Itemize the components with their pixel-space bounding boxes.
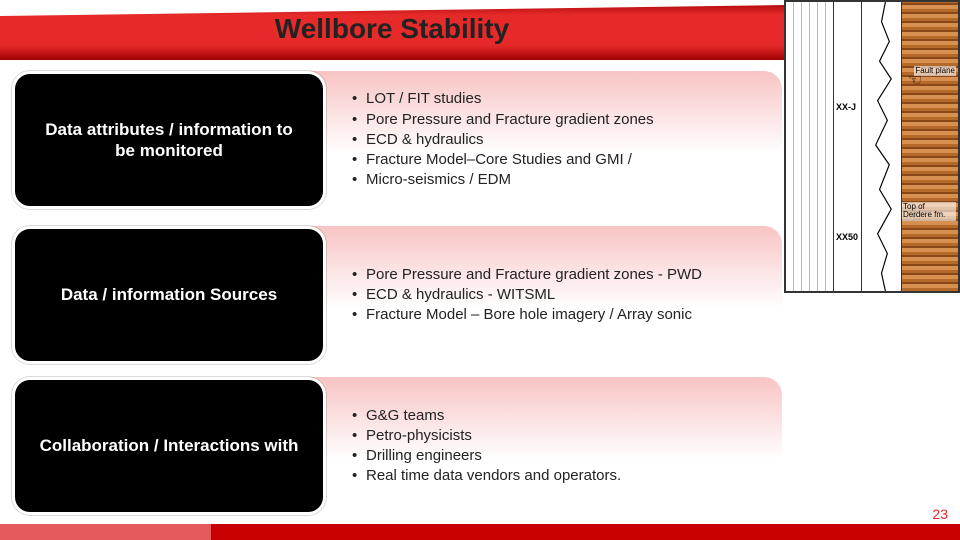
pill-label: Data / information Sources — [61, 284, 277, 305]
row-data-sources: Data / information Sources Pore Pressure… — [12, 226, 782, 364]
bullets-data-sources: Pore Pressure and Fracture gradient zone… — [352, 226, 702, 364]
bullet-item: Pore Pressure and Fracture gradient zone… — [352, 265, 702, 285]
page-number: 23 — [932, 506, 948, 522]
well-log-image: XX-J XX50 ☜ Fault plane ☜ Top of Derdere… — [784, 0, 960, 293]
pill-collaboration: Collaboration / Interactions with — [12, 377, 326, 515]
bullet-item: Drilling engineers — [352, 446, 621, 466]
bullet-item: ECD & hydraulics - WITSML — [352, 285, 702, 305]
pill-data-sources: Data / information Sources — [12, 226, 326, 364]
bullet-item: Micro-seismics / EDM — [352, 170, 654, 190]
slide: Wellbore Stability Data attributes / inf… — [0, 0, 960, 540]
bullet-item: Petro-physicists — [352, 426, 621, 446]
bullet-item: G&G teams — [352, 406, 621, 426]
bullet-item: Real time data vendors and operators. — [352, 466, 621, 486]
pill-label: Data attributes / information to be moni… — [33, 119, 305, 162]
bullets-collaboration: G&G teams Petro-physicists Drilling engi… — [352, 377, 621, 515]
footer-strip — [0, 524, 960, 540]
bullet-item: ECD & hydraulics — [352, 130, 654, 150]
bullet-item: Fracture Model–Core Studies and GMI / — [352, 150, 654, 170]
slide-title: Wellbore Stability — [0, 13, 784, 45]
log-track-imagery: ☜ Fault plane ☜ Top of Derdere fm. — [902, 2, 958, 291]
log-track-grid — [786, 2, 834, 291]
bullets-data-attributes: LOT / FIT studies Pore Pressure and Frac… — [352, 71, 654, 209]
bullet-item: LOT / FIT studies — [352, 89, 654, 109]
row-collaboration: Collaboration / Interactions with G&G te… — [12, 377, 782, 515]
pill-label: Collaboration / Interactions with — [40, 435, 299, 456]
depth-label: XX50 — [836, 232, 858, 242]
annotation-label: Fault plane — [914, 66, 956, 76]
row-data-attributes: Data attributes / information to be moni… — [12, 71, 782, 209]
log-track-depth: XX-J XX50 — [834, 2, 862, 291]
bullet-item: Fracture Model – Bore hole imagery / Arr… — [352, 305, 702, 325]
annotation-label: Top of Derdere fm. — [902, 202, 956, 221]
pill-data-attributes: Data attributes / information to be moni… — [12, 71, 326, 209]
bullet-item: Pore Pressure and Fracture gradient zone… — [352, 110, 654, 130]
depth-label: XX-J — [836, 102, 856, 112]
log-track-curve — [862, 2, 902, 291]
